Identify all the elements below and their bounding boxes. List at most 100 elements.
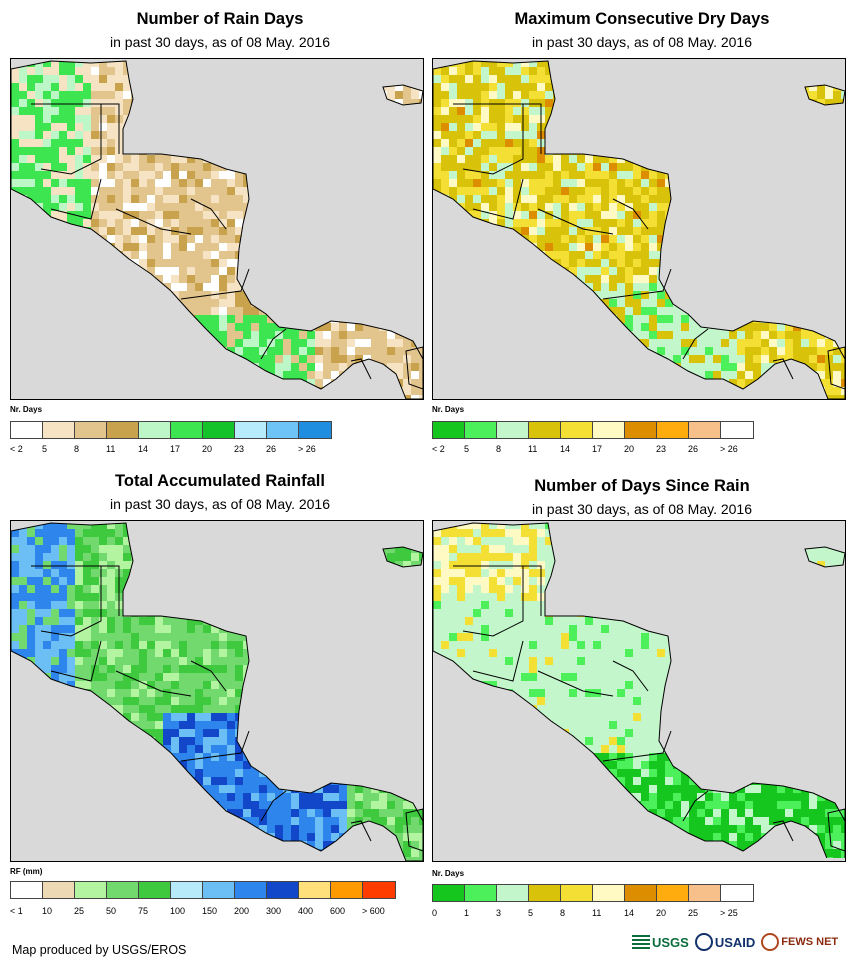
legend-label: > 600 — [362, 906, 385, 916]
legend-swatch — [331, 882, 363, 898]
country-border — [772, 820, 794, 842]
country-border — [190, 660, 227, 692]
legend-label: 5 — [42, 444, 48, 454]
panel-subtitle: in past 30 days, as of 08 May. 2016 — [532, 501, 752, 517]
legend-swatch — [561, 885, 593, 901]
legend-label: 23 — [234, 444, 245, 454]
legend-label: 11 — [592, 908, 602, 918]
country-border — [101, 103, 120, 154]
country-border — [772, 358, 794, 380]
country-border — [602, 268, 672, 300]
legend-label: 11 — [106, 444, 116, 454]
usgs-wave-icon — [632, 935, 650, 949]
country-border — [190, 198, 227, 230]
legend-title: Nr. Days — [10, 405, 43, 414]
usaid-seal-icon — [694, 933, 713, 951]
legend-label: 20 — [202, 444, 213, 454]
usaid-logo-text: USAID — [714, 934, 756, 950]
country-border — [602, 730, 672, 762]
legend-swatch — [721, 422, 753, 438]
panel-title: Maximum Consecutive Dry Days — [514, 10, 770, 28]
country-border — [260, 328, 287, 360]
legend-label: 200 — [234, 906, 250, 916]
legend-swatch — [139, 422, 171, 438]
country-border — [612, 660, 649, 692]
map-rain-days — [10, 58, 424, 400]
legend-title: Nr. Days — [432, 405, 465, 414]
legend-swatch — [625, 885, 657, 901]
coastline — [827, 808, 845, 852]
country-border — [537, 670, 614, 697]
country-border — [350, 358, 372, 380]
coastline — [11, 522, 423, 861]
country-border — [115, 670, 192, 697]
legend-swatch — [363, 882, 395, 898]
legend-bar — [432, 421, 754, 439]
legend-swatch — [267, 882, 299, 898]
country-border — [101, 565, 120, 616]
fewsnet-logo-text: FEWS NET — [781, 936, 839, 948]
map-credit: Map produced by USGS/EROS — [12, 943, 187, 957]
legend-label: 20 — [656, 908, 667, 918]
panel-title: Number of Rain Days — [136, 10, 304, 28]
legend-swatch — [721, 885, 753, 901]
legend-label: 17 — [170, 444, 181, 454]
fewsnet-logo: FEWS NET — [761, 933, 838, 951]
legend-swatch — [465, 885, 497, 901]
legend-label: > 26 — [720, 444, 738, 454]
legend-label: 0 — [432, 908, 438, 918]
legend-swatch — [235, 882, 267, 898]
country-border — [537, 208, 614, 235]
legend-swatch — [11, 422, 43, 438]
coastline — [11, 60, 423, 399]
usgs-logo-text: USGS — [652, 934, 689, 950]
legend-bar — [10, 421, 332, 439]
legend-swatch — [625, 422, 657, 438]
country-border — [31, 103, 102, 175]
legend-label: 300 — [266, 906, 282, 916]
legend-label: 600 — [330, 906, 346, 916]
legend-swatch — [657, 885, 689, 901]
legend-label: 14 — [624, 908, 635, 918]
legend-label: 11 — [528, 444, 538, 454]
coastline — [433, 522, 845, 858]
legend-label: < 2 — [10, 444, 23, 454]
legend-label: 50 — [106, 906, 117, 916]
country-border — [523, 565, 542, 616]
legend-swatch — [107, 882, 139, 898]
legend-swatch — [497, 885, 529, 901]
usgs-logo: USGS — [632, 935, 689, 950]
legend-label: 100 — [170, 906, 186, 916]
map-days-since-rain — [432, 520, 846, 862]
legend-label: 8 — [560, 908, 566, 918]
coastline — [827, 346, 845, 390]
legend-swatch — [107, 422, 139, 438]
legend-label: 25 — [688, 908, 699, 918]
panel-title: Number of Days Since Rain — [534, 477, 750, 495]
legend-swatch — [593, 885, 625, 901]
legend-label: 75 — [138, 906, 149, 916]
country-border — [350, 820, 372, 842]
coastline — [382, 546, 423, 568]
legend-swatch — [299, 882, 331, 898]
legend-swatch — [433, 885, 465, 901]
legend-bar — [10, 881, 396, 899]
legend-label: 14 — [138, 444, 149, 454]
panel-title: Total Accumulated Rainfall — [115, 472, 325, 490]
legend-swatch — [529, 422, 561, 438]
country-border — [472, 640, 524, 682]
legend-swatch — [75, 882, 107, 898]
country-border — [472, 178, 524, 220]
legend-label: 150 — [202, 906, 218, 916]
country-border — [31, 565, 102, 637]
legend-label: 3 — [496, 908, 502, 918]
legend-swatch — [689, 885, 721, 901]
coastline — [433, 60, 845, 399]
usaid-logo: USAID — [694, 933, 756, 951]
legend-label: 17 — [592, 444, 603, 454]
country-border — [453, 565, 524, 637]
legend-bar — [432, 884, 754, 902]
legend-label: 400 — [298, 906, 314, 916]
legend-swatch — [171, 882, 203, 898]
country-border — [50, 178, 102, 220]
